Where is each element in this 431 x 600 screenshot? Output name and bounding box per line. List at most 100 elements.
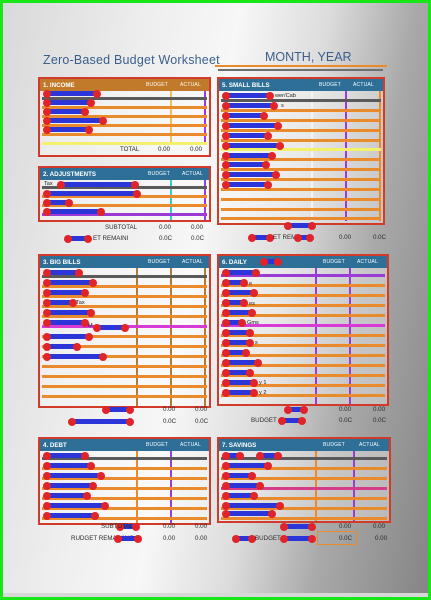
table-row [221,467,387,470]
small-bills-remaining-budget: 0.00 [339,234,352,241]
table-row [221,477,387,480]
redaction-mark [222,288,258,297]
savings-section: 7. SAVINGS BUDGET ACTUAL [217,437,391,523]
redaction-mark [248,233,274,242]
redaction-mark [222,278,248,287]
big-bills-budget-col: BUDGET [148,259,171,265]
table-row [42,275,207,278]
redaction-mark [222,111,268,120]
redaction-mark [43,481,97,490]
table-row [42,467,207,470]
table-row [221,364,385,367]
table-row [42,204,207,207]
daily-actual-col: ACTUAL [357,259,378,265]
redaction-mark [43,268,83,277]
adjustments-remaining-budget: 0.0C [159,235,173,242]
redaction-mark [222,101,278,110]
daily-label: es [249,301,255,307]
debt-budget-col: BUDGET [146,442,169,448]
redaction-mark [43,352,107,361]
table-row [42,507,207,510]
debt-remaining-actual: 0.00 [195,535,208,542]
redaction-mark [222,501,284,510]
table-row [42,457,207,460]
redaction-mark [43,116,107,125]
table-row [42,213,207,216]
table-row [221,304,385,307]
adjustments-subtotal-budget: 0.00 [159,224,172,231]
redaction-mark [222,451,244,460]
redaction-mark [43,491,91,500]
debt-title: 4. DEBT [43,441,67,449]
top-divider-line [218,69,383,71]
grid-line [353,451,355,521]
table-row [221,497,387,500]
adjustments-budget-col: BUDGET [148,171,171,177]
table-row [42,395,207,398]
daily-section: 6. DAILY BUDGET ACTUAL e es Gms s y 1 y … [217,254,389,406]
redaction-mark [43,511,99,520]
daily-remaining-budget: 0.0C [339,417,353,424]
table-row [42,285,207,288]
savings-subtotal-actual: 0.00 [373,523,386,530]
table-row [221,457,387,460]
redaction-mark [222,368,254,377]
table-row [221,168,381,171]
table-row [42,195,207,198]
table-row [42,295,207,298]
savings-remaining-budget: 0.0C [339,535,353,542]
table-row [42,142,207,145]
grid-line [311,91,313,221]
redaction-mark [43,471,105,480]
table-row [42,315,207,318]
big-bills-remaining-budget: 0.0C [163,418,177,425]
adjustments-subtotal-actual: 0.00 [191,224,204,231]
daily-label: e [249,281,253,287]
small-bills-title: 5. SMALL BILLS [222,81,270,89]
small-bills-actual-col: ACTUAL [353,82,374,88]
bottom-edge [3,593,428,597]
daily-label: s [255,340,258,346]
big-bills-label: M [88,323,93,329]
redaction-mark [116,522,140,531]
redaction-mark [260,257,282,266]
debt-remaining-budget: 0.00 [163,535,176,542]
grid-line [315,451,317,521]
redaction-mark [222,121,282,130]
redaction-mark [222,318,246,327]
redaction-mark [43,98,95,107]
table-row [42,355,207,358]
redaction-mark [222,481,264,490]
table-row [42,477,207,480]
table-row [42,517,207,520]
redaction-mark [43,308,95,317]
grid-line [345,91,347,221]
table-row [221,139,381,142]
grid-line [379,91,381,221]
savings-title: 7. SAVINGS [222,441,257,449]
redaction-mark [284,221,316,230]
big-bills-section: 3. BIG BILLS BUDGET ACTUAL Tax M [38,254,211,408]
redaction-mark [222,338,254,347]
daily-subtotal-budget: 0.00 [339,406,352,413]
table-row [221,334,385,337]
table-row [221,198,381,201]
redaction-mark [222,91,274,100]
redaction-mark [64,234,92,243]
redaction-mark [280,522,316,531]
redaction-mark [43,207,105,216]
big-bills-header: 3. BIG BILLS BUDGET ACTUAL [40,256,209,268]
grid-line [170,180,172,220]
redaction-mark [256,451,282,460]
adjustments-remaining-label: ET REMAINI [93,235,129,242]
table-row [221,208,381,211]
small-bills-budget-col: BUDGET [319,82,342,88]
small-bills-remaining-actual: 0.0C [373,234,387,241]
debt-actual-col: ACTUAL [180,442,201,448]
table-row [42,305,207,308]
income-title: 1. INCOME [43,81,75,89]
table-row [221,394,385,397]
redaction-mark [280,534,316,543]
income-total-label: TOTAL [120,146,140,153]
